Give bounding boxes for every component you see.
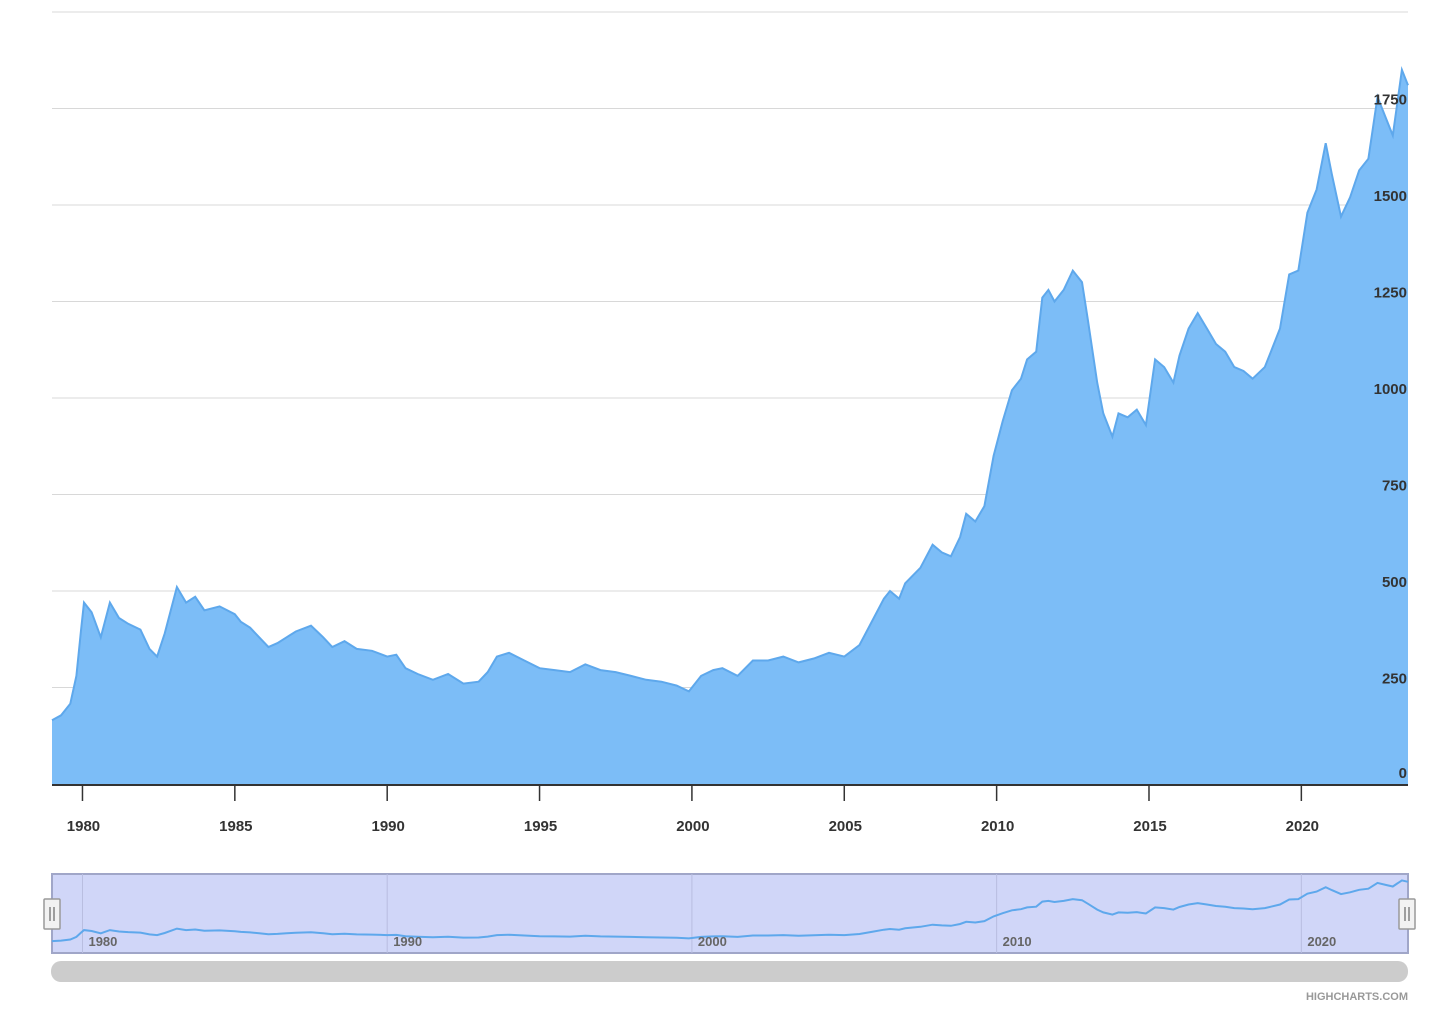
x-tick-label: 1980 <box>67 818 100 835</box>
navigator-tick-label: 1980 <box>88 934 117 949</box>
x-tick-label: 2010 <box>981 818 1014 835</box>
x-tick-label: 2015 <box>1133 818 1166 835</box>
navigator-tick-label: 2020 <box>1307 934 1336 949</box>
navigator-tick-label: 2010 <box>1003 934 1032 949</box>
credits-link[interactable]: HIGHCHARTS.COM <box>1306 991 1408 1003</box>
series-area <box>52 69 1408 784</box>
navigator[interactable]: 1980 1990 2000 2010 2020 <box>43 873 1416 954</box>
y-tick-label: 1750 <box>1374 92 1407 109</box>
x-axis: 1980 1985 1990 1995 2000 2005 2010 2015 2020 <box>52 784 1408 835</box>
navigator-series-line <box>51 879 1409 943</box>
y-tick-label: 0 <box>1399 765 1407 782</box>
navigator-x-axis: 1980 1990 2000 2010 2020 <box>88 934 1336 949</box>
y-tick-label: 1000 <box>1374 381 1407 398</box>
y-axis: 0 250 500 750 1000 1250 1500 1750 <box>1374 92 1407 783</box>
series-line <box>51 66 1409 722</box>
plot-area <box>51 66 1409 784</box>
grid-lines <box>52 11 1408 688</box>
scrollbar[interactable] <box>51 961 1408 982</box>
navigator-right-handle[interactable] <box>1398 898 1416 930</box>
y-tick-label: 250 <box>1382 671 1407 688</box>
x-tick-label: 2020 <box>1286 818 1319 835</box>
x-tick-label: 1995 <box>524 818 557 835</box>
y-tick-label: 500 <box>1382 574 1407 591</box>
navigator-grid <box>81 874 1302 953</box>
x-tick-label: 2005 <box>829 818 862 835</box>
navigator-selection[interactable] <box>51 873 1409 954</box>
x-tick-label: 1985 <box>219 818 252 835</box>
navigator-tick-label: 1990 <box>393 934 422 949</box>
y-tick-label: 1500 <box>1374 188 1407 205</box>
navigator-left-handle[interactable] <box>43 898 61 930</box>
y-tick-label: 1250 <box>1374 285 1407 302</box>
y-tick-label: 750 <box>1382 478 1407 495</box>
x-tick-label: 2000 <box>676 818 709 835</box>
x-tick-label: 1990 <box>372 818 405 835</box>
navigator-tick-label: 2000 <box>698 934 727 949</box>
